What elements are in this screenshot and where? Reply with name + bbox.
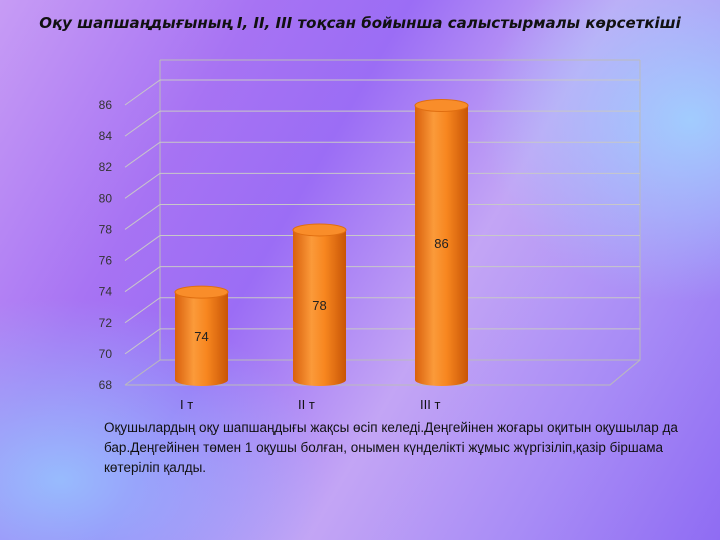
gridline bbox=[124, 172, 640, 199]
y-tick-label: 72 bbox=[99, 316, 113, 330]
description-text: Оқушылардың оқу шапшаңдығы жақсы өсіп ке… bbox=[104, 420, 678, 475]
gridline bbox=[124, 235, 640, 261]
gridline bbox=[124, 297, 640, 324]
bar bbox=[175, 292, 229, 386]
bar-top bbox=[414, 99, 469, 112]
y-tick-label: 70 bbox=[99, 347, 113, 361]
chart-title: Оқу шапшаңдығының I, II, III тоқсан бойы… bbox=[39, 14, 681, 32]
y-tick-label: 68 bbox=[99, 378, 113, 392]
gridline bbox=[124, 266, 640, 293]
y-tick-label: 82 bbox=[99, 160, 113, 174]
y-tick-label: 86 bbox=[99, 98, 113, 112]
y-tick-label: 80 bbox=[99, 191, 113, 205]
bar-top bbox=[292, 223, 347, 237]
x-category-label: III т bbox=[420, 397, 440, 412]
y-tick-label: 76 bbox=[99, 254, 113, 268]
bar bbox=[415, 105, 468, 386]
gridline bbox=[124, 141, 640, 168]
x-category-label: I т bbox=[180, 397, 193, 412]
data-label: 86 bbox=[434, 236, 448, 251]
y-tick-label: 74 bbox=[99, 285, 113, 299]
bar bbox=[293, 229, 346, 386]
bar-top bbox=[174, 285, 229, 299]
data-label: 78 bbox=[312, 298, 326, 313]
x-category-label: II т bbox=[298, 397, 315, 412]
gridline bbox=[124, 328, 640, 355]
data-label: 74 bbox=[194, 329, 208, 344]
gridline bbox=[124, 110, 640, 137]
y-tick-label: 84 bbox=[99, 129, 113, 143]
gridline bbox=[124, 203, 640, 230]
y-tick-label: 78 bbox=[99, 222, 113, 236]
gridline bbox=[124, 79, 640, 106]
